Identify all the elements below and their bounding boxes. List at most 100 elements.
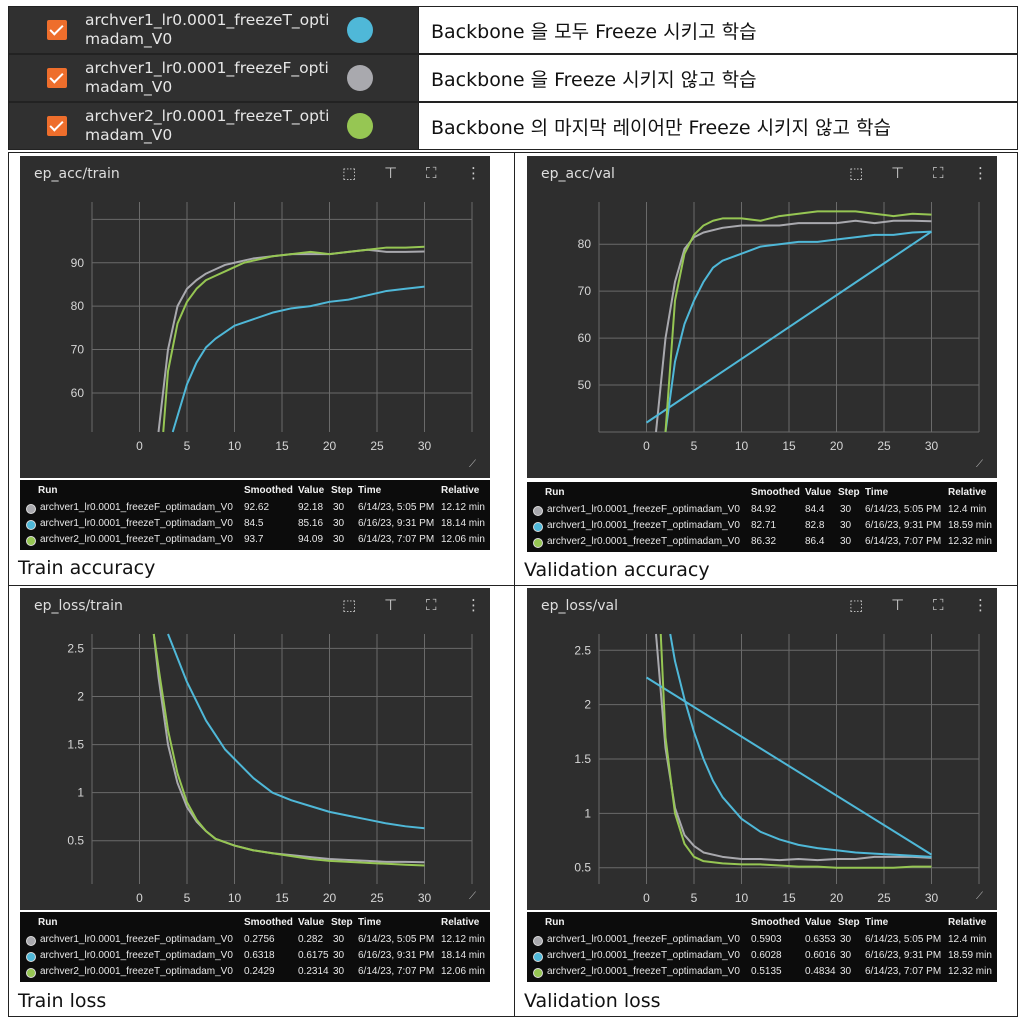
checkbox[interactable] bbox=[47, 68, 67, 88]
column-header-relative[interactable]: Relative bbox=[441, 917, 480, 928]
column-header-smoothed[interactable]: Smoothed bbox=[751, 917, 800, 928]
pin-icon[interactable]: ⊤ bbox=[384, 164, 398, 182]
x-tick-label: 0 bbox=[136, 439, 143, 453]
resize-handle-icon[interactable]: ⟋ bbox=[976, 459, 983, 470]
column-header-smoothed[interactable]: Smoothed bbox=[751, 487, 800, 498]
cell-time: 6/16/23, 9:31 PM bbox=[358, 518, 435, 529]
pin-icon[interactable]: ⊤ bbox=[891, 596, 905, 614]
cell-time: 6/14/23, 7:07 PM bbox=[865, 536, 942, 547]
column-header-relative[interactable]: Relative bbox=[948, 487, 987, 498]
table-header-row: Run Smoothed Value Step Time Relative bbox=[20, 915, 490, 931]
color-swatch[interactable] bbox=[347, 65, 373, 91]
resize-handle-icon[interactable]: ⟋ bbox=[469, 891, 476, 902]
column-header-smoothed[interactable]: Smoothed bbox=[244, 917, 293, 928]
x-tick-label: 10 bbox=[228, 891, 242, 905]
column-header-step[interactable]: Step bbox=[331, 485, 353, 496]
y-tick-label: 2 bbox=[77, 690, 84, 704]
more-options-icon[interactable]: ⋮ bbox=[973, 164, 988, 182]
fullscreen-icon[interactable]: ⛶ bbox=[933, 596, 944, 614]
cell-smoothed: 92.62 bbox=[244, 502, 270, 513]
fit-domain-icon[interactable]: ⬚ bbox=[342, 596, 357, 614]
column-header-step[interactable]: Step bbox=[331, 917, 353, 928]
color-swatch[interactable] bbox=[347, 17, 373, 43]
cell-time: 6/14/23, 7:07 PM bbox=[865, 966, 942, 977]
column-header-relative[interactable]: Relative bbox=[948, 917, 987, 928]
run-color-dot bbox=[26, 504, 36, 514]
cell-relative: 12.32 min bbox=[948, 536, 992, 547]
chart-title: ep_acc/val bbox=[541, 166, 615, 182]
pin-icon[interactable]: ⊤ bbox=[384, 596, 398, 614]
column-header-run[interactable]: Run bbox=[545, 917, 565, 928]
more-options-icon[interactable]: ⋮ bbox=[466, 596, 481, 614]
fullscreen-icon[interactable]: ⛶ bbox=[426, 596, 437, 614]
series-line bbox=[152, 633, 425, 864]
checkbox[interactable] bbox=[47, 116, 67, 136]
column-header-value[interactable]: Value bbox=[298, 917, 325, 928]
cell-value: 0.6353 bbox=[805, 934, 836, 945]
column-header-step[interactable]: Step bbox=[838, 487, 860, 498]
fit-domain-icon[interactable]: ⬚ bbox=[849, 596, 864, 614]
cell-step: 30 bbox=[333, 534, 345, 545]
fullscreen-icon[interactable]: ⛶ bbox=[933, 164, 944, 182]
column-header-run[interactable]: Run bbox=[545, 487, 565, 498]
column-header-value[interactable]: Value bbox=[805, 487, 832, 498]
chart-panel: ep_acc/val ⬚ ⊤ ⛶ ⋮ 0 5 10 15 20 25 30 50 60 70 80 ⟋ bbox=[527, 156, 997, 478]
fit-domain-icon[interactable]: ⬚ bbox=[849, 164, 864, 182]
column-header-relative[interactable]: Relative bbox=[441, 485, 480, 496]
column-header-time[interactable]: Time bbox=[358, 917, 382, 928]
x-tick-label: 15 bbox=[782, 439, 796, 453]
more-options-icon[interactable]: ⋮ bbox=[973, 596, 988, 614]
column-header-time[interactable]: Time bbox=[358, 485, 382, 496]
runs-table: Run Smoothed Value Step Time Relative archver1… bbox=[20, 480, 490, 550]
checkbox[interactable] bbox=[47, 20, 67, 40]
y-tick-label: 0.5 bbox=[67, 834, 84, 848]
cell-run: archver2_lr0.0001_freezeT_optimadam_V0 bbox=[547, 536, 740, 547]
column-header-value[interactable]: Value bbox=[805, 917, 832, 928]
x-tick-label: 5 bbox=[691, 891, 698, 905]
column-header-time[interactable]: Time bbox=[865, 917, 889, 928]
run-name: archver2_lr0.0001_freezeT_optimadam_V0 bbox=[85, 107, 330, 144]
cell-run: archver2_lr0.0001_freezeT_optimadam_V0 bbox=[40, 534, 233, 545]
cell-step: 30 bbox=[840, 520, 852, 531]
x-tick-label: 10 bbox=[228, 439, 242, 453]
color-swatch[interactable] bbox=[347, 113, 373, 139]
cell-value: 0.4834 bbox=[805, 966, 836, 977]
more-options-icon[interactable]: ⋮ bbox=[466, 164, 481, 182]
table-header-row: Run Smoothed Value Step Time Relative bbox=[527, 915, 997, 931]
series-line bbox=[664, 230, 932, 433]
cell-smoothed: 84.5 bbox=[244, 518, 264, 529]
cell-run: archver1_lr0.0001_freezeT_optimadam_V0 bbox=[547, 520, 740, 531]
column-header-run[interactable]: Run bbox=[38, 917, 58, 928]
table-header-row: Run Smoothed Value Step Time Relative bbox=[20, 483, 490, 499]
x-tick-label: 30 bbox=[925, 439, 939, 453]
resize-handle-icon[interactable]: ⟋ bbox=[976, 891, 983, 902]
cell-value: 84.4 bbox=[805, 504, 825, 515]
fit-domain-icon[interactable]: ⬚ bbox=[342, 164, 357, 182]
column-header-smoothed[interactable]: Smoothed bbox=[244, 485, 293, 496]
pin-icon[interactable]: ⊤ bbox=[891, 164, 905, 182]
x-tick-label: 15 bbox=[275, 891, 289, 905]
runs-table: Run Smoothed Value Step Time Relative archver1… bbox=[20, 912, 490, 982]
cell-time: 6/14/23, 7:07 PM bbox=[358, 534, 435, 545]
legend-description: Backbone 을 Freeze 시키지 않고 학습 bbox=[431, 68, 757, 91]
cell-run: archver1_lr0.0001_freezeT_optimadam_V0 bbox=[40, 518, 233, 529]
column-header-time[interactable]: Time bbox=[865, 487, 889, 498]
y-tick-label: 60 bbox=[578, 331, 592, 345]
series-line bbox=[664, 210, 932, 433]
table-row: archver1_lr0.0001_freezeT_optimadam_V0 84… bbox=[20, 516, 490, 532]
column-header-step[interactable]: Step bbox=[838, 917, 860, 928]
cell-smoothed: 0.6318 bbox=[244, 950, 275, 961]
series-connector-line bbox=[645, 230, 933, 424]
table-header-row: Run Smoothed Value Step Time Relative bbox=[527, 485, 997, 501]
fullscreen-icon[interactable]: ⛶ bbox=[426, 164, 437, 182]
column-header-value[interactable]: Value bbox=[298, 485, 325, 496]
cell-value: 0.6016 bbox=[805, 950, 836, 961]
run-color-dot bbox=[533, 952, 543, 962]
x-tick-label: 30 bbox=[418, 439, 432, 453]
cell-step: 30 bbox=[840, 966, 852, 977]
chart-panel: ep_acc/train ⬚ ⊤ ⛶ ⋮ 0 5 10 15 20 25 30 60 70 80 90 ⟋ bbox=[20, 156, 490, 478]
cell-time: 6/14/23, 5:05 PM bbox=[865, 504, 942, 515]
column-header-run[interactable]: Run bbox=[38, 485, 58, 496]
resize-handle-icon[interactable]: ⟋ bbox=[469, 459, 476, 470]
chart-svg: 0 5 10 15 20 25 30 50 60 70 80 bbox=[578, 202, 980, 453]
